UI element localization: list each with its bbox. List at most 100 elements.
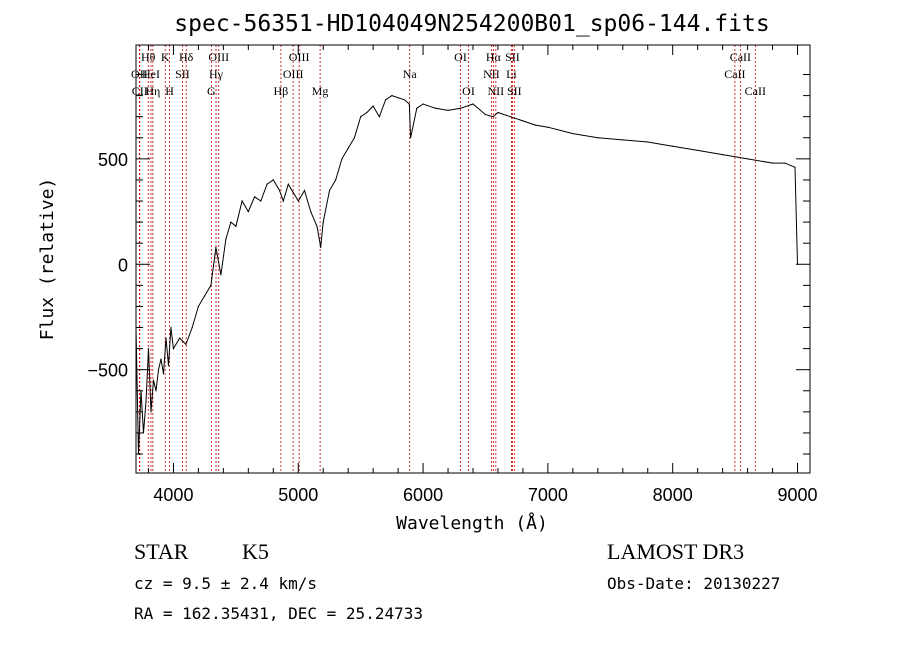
data-point bbox=[147, 348, 150, 350]
data-point bbox=[230, 221, 232, 223]
line-label-20: NII bbox=[483, 67, 500, 81]
line-label-23: Li bbox=[506, 67, 517, 81]
data-point bbox=[210, 284, 212, 286]
data-point bbox=[409, 137, 412, 139]
data-point bbox=[197, 305, 200, 308]
data-point bbox=[310, 210, 312, 213]
line-label-24: SII bbox=[507, 84, 522, 98]
spectrum-series bbox=[135, 95, 799, 455]
line-label-15: Mg bbox=[312, 84, 329, 98]
redshift-text: cz = 9.5 ± 2.4 km/s bbox=[134, 574, 317, 593]
data-point bbox=[378, 116, 380, 118]
data-point bbox=[534, 124, 537, 126]
data-point bbox=[155, 390, 157, 392]
y-tick-label: 500 bbox=[98, 150, 128, 170]
data-point bbox=[572, 132, 574, 135]
data-point bbox=[172, 348, 175, 350]
data-point bbox=[434, 107, 437, 109]
data-point bbox=[316, 225, 318, 227]
coordinates: RA = 162.35431, DEC = 25.24733 bbox=[134, 604, 423, 623]
data-point bbox=[347, 147, 349, 149]
data-point bbox=[320, 246, 322, 249]
data-point bbox=[272, 179, 274, 181]
data-point bbox=[241, 200, 243, 202]
object-subclass: K5 bbox=[242, 539, 269, 564]
line-label-11: G bbox=[207, 84, 216, 98]
data-point bbox=[385, 99, 387, 101]
chart-title: spec-56351-HD104049N254200B01_sp06-144.f… bbox=[174, 11, 769, 37]
data-point bbox=[746, 158, 749, 160]
data-point bbox=[282, 200, 284, 202]
data-point bbox=[492, 116, 494, 118]
data-point bbox=[328, 189, 331, 192]
data-point bbox=[408, 103, 410, 105]
data-point bbox=[672, 145, 674, 147]
line-label-16: Na bbox=[403, 67, 418, 81]
series-spectrum bbox=[135, 95, 798, 455]
x-tick-label: 9000 bbox=[777, 485, 817, 505]
data-point bbox=[220, 274, 222, 276]
data-point bbox=[278, 189, 281, 192]
data-point bbox=[472, 103, 474, 105]
data-point bbox=[794, 166, 796, 168]
line-label-13: OIII bbox=[289, 50, 310, 64]
data-point bbox=[622, 139, 624, 141]
y-axis-label: Flux (relative) bbox=[37, 178, 58, 341]
data-point bbox=[162, 373, 165, 375]
object-class: STAR bbox=[134, 539, 189, 564]
data-point bbox=[547, 126, 549, 128]
y-tick-label: 0 bbox=[118, 255, 128, 275]
x-tick-label: 6000 bbox=[403, 485, 443, 505]
data-point bbox=[191, 326, 193, 329]
line-label-6: SII bbox=[175, 67, 190, 81]
line-label-18: OI bbox=[462, 84, 475, 98]
line-label-12: Hβ bbox=[274, 84, 289, 98]
line-label-9: OIII bbox=[208, 50, 229, 64]
line-label-3: HeI bbox=[142, 67, 160, 81]
x-tick-label: 4000 bbox=[153, 485, 193, 505]
data-point bbox=[416, 107, 418, 109]
data-point bbox=[360, 116, 362, 118]
y-tick-label: −500 bbox=[87, 361, 128, 381]
data-point bbox=[697, 149, 699, 152]
data-point bbox=[170, 326, 172, 329]
data-point bbox=[372, 105, 374, 107]
data-point bbox=[215, 246, 217, 249]
data-point bbox=[403, 99, 405, 101]
data-point bbox=[647, 141, 649, 143]
line-label-14: OIII bbox=[283, 67, 304, 81]
line-label-7: H bbox=[165, 84, 174, 98]
data-point bbox=[266, 183, 268, 185]
line-label-8: Hδ bbox=[179, 50, 194, 64]
data-point bbox=[145, 400, 147, 402]
data-point bbox=[150, 411, 152, 413]
data-point bbox=[167, 364, 170, 367]
spectral-line-markers bbox=[138, 45, 756, 473]
data-point bbox=[459, 107, 462, 109]
data-point bbox=[165, 337, 167, 339]
line-label-21: NII bbox=[488, 84, 505, 98]
data-point bbox=[353, 137, 356, 139]
data-point bbox=[247, 210, 249, 213]
data-point bbox=[522, 120, 524, 122]
plot-frame bbox=[135, 44, 811, 474]
data-point bbox=[253, 196, 256, 198]
line-label-10: Hγ bbox=[209, 67, 224, 81]
line-label-22: SII bbox=[505, 50, 520, 64]
x-axis-ticks: 4000 5000 6000 7000 8000 9000 bbox=[147, 45, 818, 505]
data-point bbox=[447, 109, 449, 111]
x-tick-label: 5000 bbox=[278, 485, 318, 505]
data-point bbox=[225, 238, 227, 240]
x-tick-label: 8000 bbox=[653, 485, 693, 505]
y-axis-ticks: −500 0 500 bbox=[87, 74, 810, 455]
data-point bbox=[397, 97, 399, 99]
data-point bbox=[509, 116, 512, 118]
data-point bbox=[157, 369, 160, 371]
x-tick-label: 7000 bbox=[528, 485, 568, 505]
line-label-19: Hα bbox=[486, 50, 502, 64]
data-point bbox=[160, 358, 162, 360]
line-label-17: OI bbox=[454, 50, 467, 64]
data-point bbox=[484, 113, 487, 116]
